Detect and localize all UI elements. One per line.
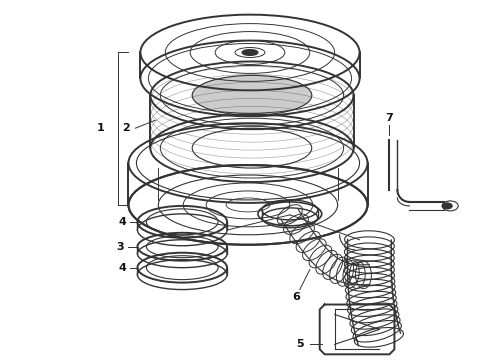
Text: 7: 7	[386, 113, 393, 123]
Text: 5: 5	[296, 339, 304, 349]
Ellipse shape	[442, 203, 452, 209]
Text: 4: 4	[119, 263, 126, 273]
Text: 1: 1	[97, 123, 104, 133]
Text: 3: 3	[117, 242, 124, 252]
Text: 4: 4	[119, 217, 126, 227]
Ellipse shape	[192, 75, 312, 115]
Ellipse shape	[242, 50, 258, 55]
Text: 6: 6	[292, 292, 300, 302]
Text: 2: 2	[122, 123, 130, 133]
